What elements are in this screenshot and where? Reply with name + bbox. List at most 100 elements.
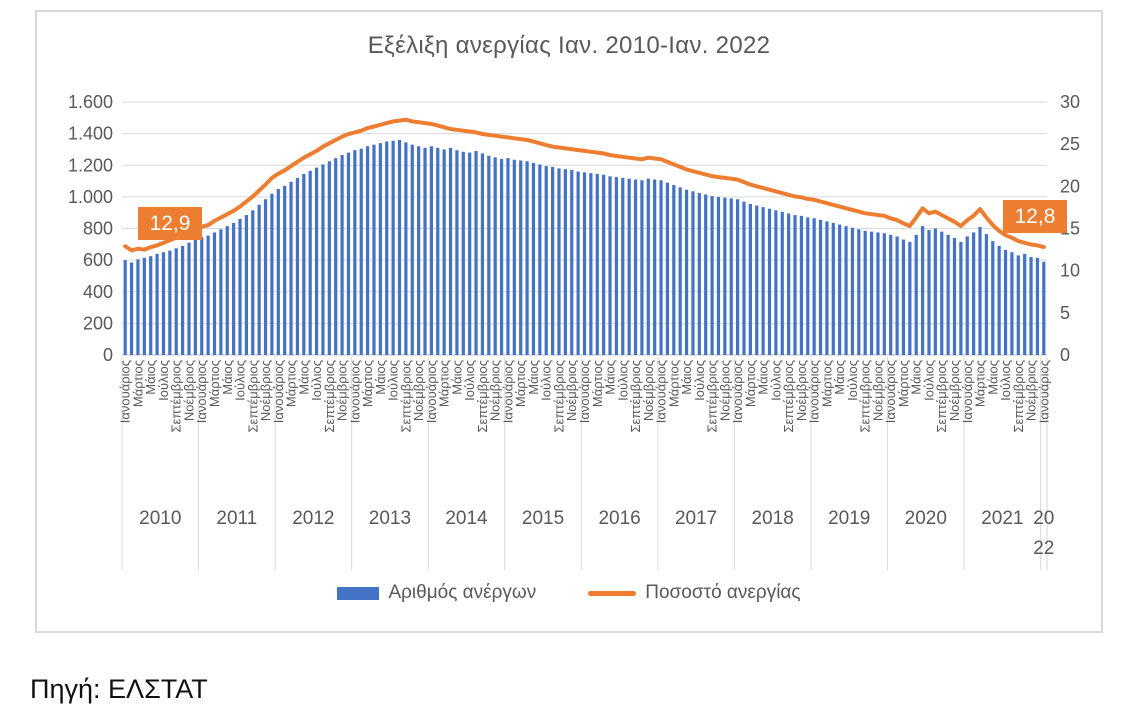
svg-text:2015: 2015 (522, 508, 564, 529)
svg-text:Ιούλιος: Ιούλιος (233, 360, 248, 401)
svg-text:Μάιος: Μάιος (985, 360, 1000, 395)
svg-text:Νοέμβριος: Νοέμβριος (411, 360, 426, 421)
first-point-label: 12,9 (138, 207, 202, 240)
svg-text:400: 400 (83, 282, 113, 302)
svg-text:Μάιος: Μάιος (756, 360, 771, 395)
combo-chart: 02004006008001.0001.2001.4001.6000510152… (68, 92, 1080, 570)
svg-text:Νοέμβριος: Νοέμβριος (564, 360, 579, 421)
svg-text:2019: 2019 (828, 508, 870, 529)
year-labels: 2010 2011 2012 2013 2014 2015 2016 2017 2018 2019… (139, 508, 1054, 559)
svg-text:2018: 2018 (752, 508, 794, 529)
legend-item-rate: Ποσοστό ανεργίας (588, 582, 801, 604)
svg-text:Νοέμβριος: Νοέμβριος (335, 360, 350, 421)
svg-text:Σεπτέμβριος: Σεπτέμβριος (858, 360, 873, 432)
svg-text:Ιανουάριος: Ιανουάριος (730, 360, 745, 423)
legend-item-unemployed: Αριθμός ανέργων (337, 582, 536, 604)
svg-text:800: 800 (83, 219, 113, 239)
svg-text:1.000: 1.000 (68, 187, 113, 207)
svg-text:Ιούλιος: Ιούλιος (768, 360, 783, 401)
svg-text:Νοέμβριος: Νοέμβριος (870, 360, 885, 421)
svg-text:2014: 2014 (445, 508, 488, 529)
svg-text:0: 0 (103, 345, 113, 365)
svg-text:0: 0 (1060, 345, 1070, 365)
svg-text:Νοέμβριος: Νοέμβριος (947, 360, 962, 421)
svg-text:Ιανουάριος: Ιανουάριος (883, 360, 898, 423)
svg-text:Ιανουάριος: Ιανουάριος (500, 360, 515, 423)
svg-text:Μάρτιος: Μάρτιος (590, 360, 605, 407)
svg-text:Σεπτέμβριος: Σεπτέμβριος (322, 360, 337, 432)
svg-text:2011: 2011 (216, 508, 257, 529)
svg-text:600: 600 (83, 250, 113, 270)
svg-text:Μάιος: Μάιος (909, 360, 924, 395)
line-swatch-icon (588, 590, 637, 596)
svg-text:Μάιος: Μάιος (220, 360, 235, 395)
svg-text:2012: 2012 (292, 508, 334, 529)
svg-text:Σεπτέμβριος: Σεπτέμβριος (475, 360, 490, 432)
chart-title: Εξέλιξη ανεργίας Ιαν. 2010-Ιαν. 2022 (367, 32, 771, 59)
svg-text:30: 30 (1060, 92, 1080, 112)
svg-text:Ιούλιος: Ιούλιος (845, 360, 860, 401)
svg-text:2010: 2010 (139, 508, 181, 529)
source-note: Πηγή: ΕΛΣΤΑΤ (30, 674, 208, 704)
svg-text:Ιανουάριος: Ιανουάριος (118, 360, 133, 423)
svg-text:Νοέμβριος: Νοέμβριος (641, 360, 656, 421)
svg-text:Μάρτιος: Μάρτιος (437, 360, 452, 407)
svg-text:Ιανουάριος: Ιανουάριος (807, 360, 822, 423)
svg-text:Μάιος: Μάιος (373, 360, 388, 395)
svg-text:Μάρτιος: Μάρτιος (207, 360, 222, 407)
svg-text:Μάρτιος: Μάρτιος (743, 360, 758, 407)
month-tick-labels: ΙανουάριοςΜάρτιοςΜάιοςΙούλιοςΣεπτέμβριος… (118, 360, 1052, 432)
svg-text:25: 25 (1060, 134, 1080, 154)
svg-text:20: 20 (1060, 176, 1080, 196)
svg-text:Ιανουάριος: Ιανουάριος (424, 360, 439, 423)
svg-text:Ιούλιος: Ιούλιος (921, 360, 936, 401)
svg-text:2016: 2016 (598, 508, 640, 529)
legend-bar-label: Αριθμός ανέργων (388, 582, 537, 603)
svg-text:2022: 20 22 (1033, 508, 1054, 559)
svg-text:Μάρτιος: Μάρτιος (130, 360, 145, 407)
svg-text:Νοέμβριος: Νοέμβριος (794, 360, 809, 421)
svg-text:Σεπτέμβριος: Σεπτέμβριος (245, 360, 260, 432)
svg-text:Μάρτιος: Μάρτιος (513, 360, 528, 407)
year-separators (121, 357, 1048, 570)
svg-text:Ιούλιος: Ιούλιος (156, 360, 171, 401)
last-point-label: 12,8 (1003, 200, 1067, 233)
svg-text:1.200: 1.200 (68, 155, 113, 175)
svg-text:Νοέμβριος: Νοέμβριος (258, 360, 273, 421)
svg-text:Σεπτέμβριος: Σεπτέμβριος (781, 360, 796, 432)
svg-text:Νοέμβριος: Νοέμβριος (181, 360, 196, 421)
svg-text:Νοέμβριος: Νοέμβριος (717, 360, 732, 421)
svg-text:Ιανουάριος: Ιανουάριος (194, 360, 209, 423)
svg-text:Ιούλιος: Ιούλιος (386, 360, 401, 401)
svg-text:5: 5 (1060, 303, 1070, 323)
svg-text:Μάιος: Μάιος (143, 360, 158, 395)
svg-text:Σεπτέμβριος: Σεπτέμβριος (398, 360, 413, 432)
svg-text:Ιανουάριος: Ιανουάριος (960, 360, 975, 423)
svg-text:Μάρτιος: Μάρτιος (284, 360, 299, 407)
unemployed-bars (123, 139, 1046, 355)
chart-card: Εξέλιξη ανεργίας Ιαν. 2010-Ιαν. 2022 0 20… (35, 10, 1103, 633)
svg-text:Μάρτιος: Μάρτιος (360, 360, 375, 407)
svg-text:Νοέμβριος: Νοέμβριος (1024, 360, 1039, 421)
svg-text:2020: 2020 (905, 508, 947, 529)
svg-text:Μάιος: Μάιος (526, 360, 541, 395)
svg-text:2017: 2017 (675, 508, 717, 529)
rate-line (123, 117, 1046, 253)
svg-text:Σεπτέμβριος: Σεπτέμβριος (551, 360, 566, 432)
svg-text:Μάρτιος: Μάρτιος (973, 360, 988, 407)
svg-text:Σεπτέμβριος: Σεπτέμβριος (1011, 360, 1026, 432)
svg-text:Ιούλιος: Ιούλιος (998, 360, 1013, 401)
svg-text:Μάιος: Μάιος (296, 360, 311, 395)
svg-text:Μάιος: Μάιος (832, 360, 847, 395)
svg-text:Μάρτιος: Μάρτιος (896, 360, 911, 407)
svg-text:Μάρτιος: Μάρτιος (666, 360, 681, 407)
svg-text:1.400: 1.400 (68, 124, 113, 144)
svg-text:Σεπτέμβριος: Σεπτέμβριος (628, 360, 643, 432)
svg-text:Ιούλιος: Ιούλιος (539, 360, 554, 401)
svg-text:Ιούλιος: Ιούλιος (462, 360, 477, 401)
svg-text:Ιούλιος: Ιούλιος (615, 360, 630, 401)
svg-text:2013: 2013 (369, 508, 411, 529)
left-axis-ticks: 0 200 400 600 800 1.000 1.200 1.400 1.600 (68, 92, 113, 365)
svg-text:Μάιος: Μάιος (449, 360, 464, 395)
